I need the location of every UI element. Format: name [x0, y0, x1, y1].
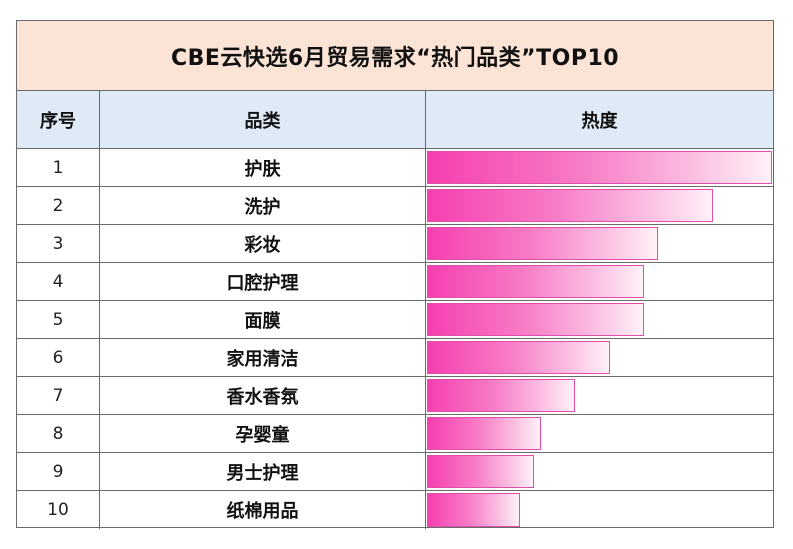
- heat-cell: [426, 263, 773, 300]
- category-cell: 面膜: [100, 301, 426, 338]
- heat-bar: [427, 493, 520, 527]
- header-rank: 序号: [17, 91, 100, 148]
- table-row: 4 口腔护理: [17, 263, 773, 301]
- chart-table: CBE云快选6月贸易需求“热门品类”TOP10 序号 品类 热度 1 护肤 2 洗护 3…: [16, 20, 774, 529]
- category-cell: 洗护: [100, 187, 426, 224]
- table-row: 5 面膜: [17, 301, 773, 339]
- table-row: 6 家用清洁: [17, 339, 773, 377]
- heat-bar: [427, 303, 644, 336]
- heat-bar: [427, 265, 644, 298]
- heat-bar: [427, 379, 575, 412]
- heat-cell: [426, 225, 773, 262]
- heat-cell: [426, 453, 773, 490]
- table-row: 10 纸棉用品: [17, 491, 773, 529]
- header-category: 品类: [100, 91, 426, 148]
- heat-cell: [426, 301, 773, 338]
- rank-cell: 6: [17, 339, 100, 376]
- category-cell: 护肤: [100, 149, 426, 186]
- rank-cell: 8: [17, 415, 100, 452]
- heat-bar: [427, 417, 541, 450]
- heat-bar: [427, 341, 610, 374]
- header-heat: 热度: [581, 110, 618, 132]
- rank-cell: 2: [17, 187, 100, 224]
- rank-cell: 3: [17, 225, 100, 262]
- table-row: 3 彩妆: [17, 225, 773, 263]
- heat-bar: [427, 151, 772, 184]
- table-row: 2 洗护: [17, 187, 773, 225]
- category-cell: 纸棉用品: [100, 491, 426, 529]
- table-header: 序号 品类 热度: [17, 91, 773, 149]
- heat-cell: [426, 339, 773, 376]
- table-row: 8 孕婴童: [17, 415, 773, 453]
- heat-cell: [426, 187, 773, 224]
- heat-bar: [427, 227, 658, 260]
- heat-bar: [427, 455, 534, 488]
- heat-cell: [426, 415, 773, 452]
- category-cell: 香水香氛: [100, 377, 426, 414]
- rank-cell: 1: [17, 149, 100, 186]
- heat-cell: [426, 149, 773, 186]
- table-row: 7 香水香氛: [17, 377, 773, 415]
- rank-cell: 4: [17, 263, 100, 300]
- heat-bar: [427, 189, 713, 222]
- table-row: 1 护肤: [17, 149, 773, 187]
- heat-cell: [426, 491, 773, 529]
- table-body: 1 护肤 2 洗护 3 彩妆 4 口腔护理 5 面膜 6 家用清洁 7 香水香氛 8 孕婴童 9 男士护理 10 纸棉…: [17, 149, 773, 529]
- category-cell: 口腔护理: [100, 263, 426, 300]
- heat-cell: [426, 377, 773, 414]
- category-cell: 家用清洁: [100, 339, 426, 376]
- table-row: 9 男士护理: [17, 453, 773, 491]
- rank-cell: 5: [17, 301, 100, 338]
- category-cell: 孕婴童: [100, 415, 426, 452]
- rank-cell: 9: [17, 453, 100, 490]
- chart-title: CBE云快选6月贸易需求“热门品类”TOP10: [17, 21, 773, 91]
- category-cell: 彩妆: [100, 225, 426, 262]
- rank-cell: 7: [17, 377, 100, 414]
- rank-cell: 10: [17, 491, 100, 529]
- category-cell: 男士护理: [100, 453, 426, 490]
